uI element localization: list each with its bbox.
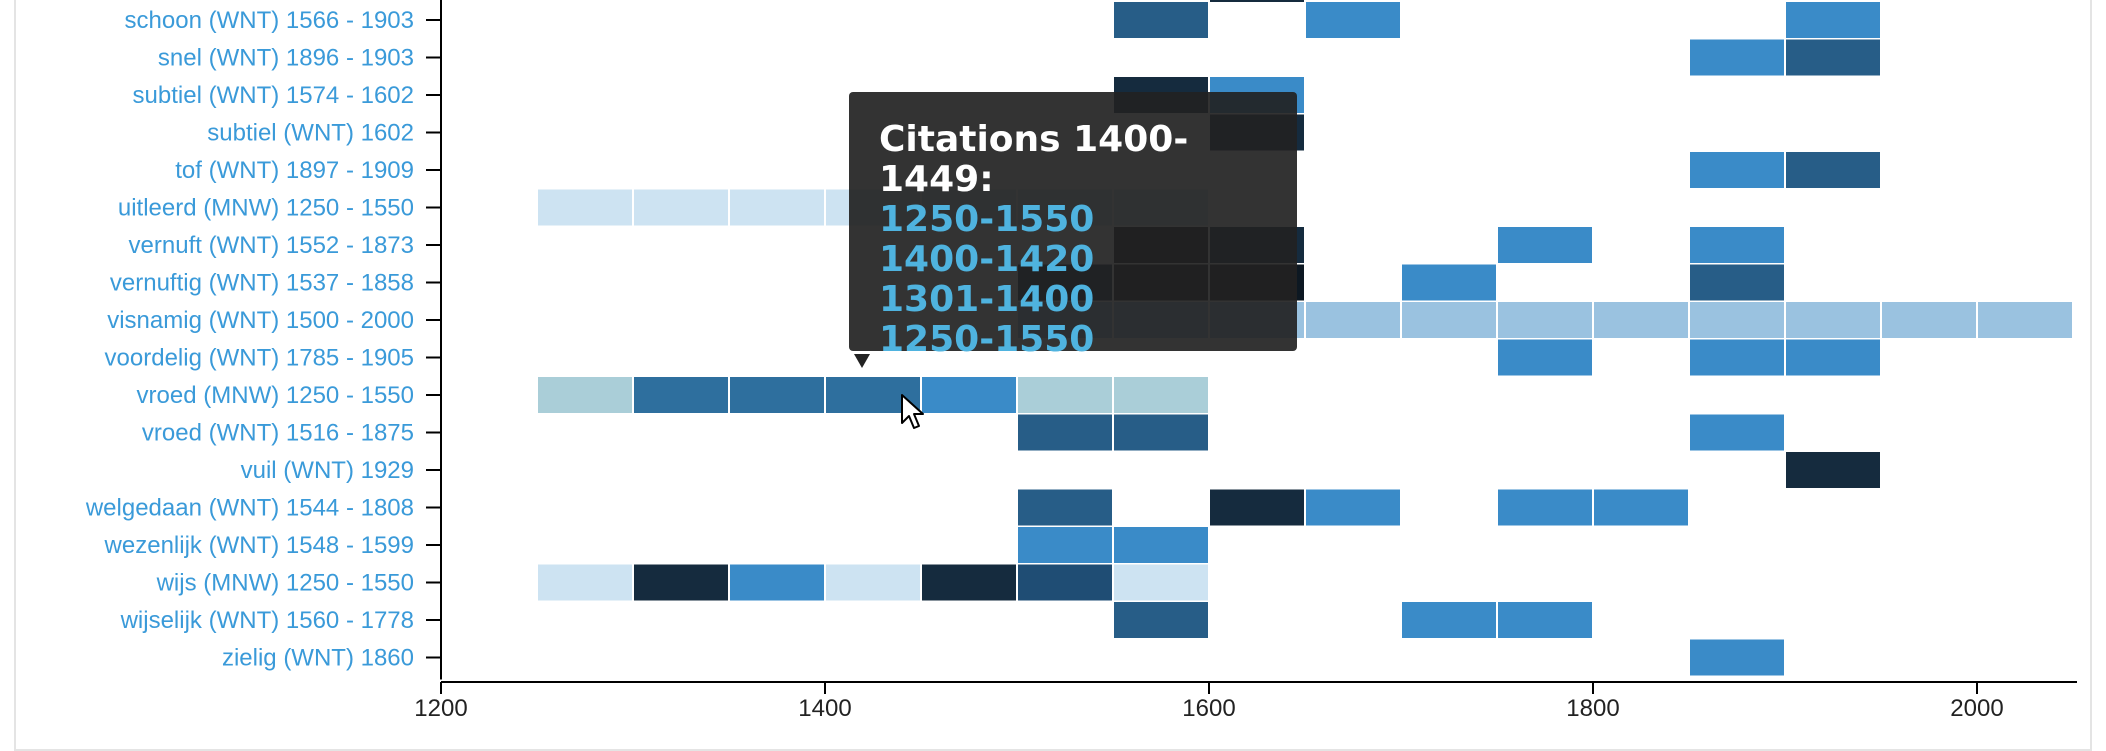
row-label[interactable]: visnamig (WNT) 1500 - 2000 — [107, 307, 414, 334]
heatmap-cell[interactable] — [1210, 227, 1304, 263]
heatmap-cell[interactable] — [1114, 264, 1208, 301]
heatmap-cell[interactable] — [1978, 302, 2072, 338]
row-label[interactable]: subtiel (WNT) 1574 - 1602 — [133, 82, 414, 109]
heatmap-cell[interactable] — [634, 564, 728, 601]
heatmap-cell[interactable] — [634, 189, 728, 226]
heatmap-cell[interactable] — [1402, 602, 1496, 638]
x-tick-label: 2000 — [1950, 695, 2003, 722]
heatmap-cell[interactable] — [1402, 302, 1496, 338]
row-labels: schoon (WNT) 1566 - 1903 snel (WNT) 1896 … — [85, 7, 414, 672]
heatmap-cell[interactable] — [826, 564, 920, 601]
row-label[interactable]: snel (WNT) 1896 - 1903 — [158, 45, 414, 72]
heatmap-cell[interactable] — [1690, 264, 1784, 301]
heatmap-cell[interactable] — [1114, 377, 1208, 413]
heatmap-cell[interactable] — [730, 189, 824, 226]
heatmap-cell[interactable] — [1018, 189, 1112, 226]
heatmap-cell[interactable] — [1882, 302, 1976, 338]
heatmap-cell[interactable] — [1210, 77, 1304, 113]
x-tick-label: 1200 — [414, 695, 467, 722]
heatmap-cell[interactable] — [1114, 602, 1208, 638]
heatmap-cell[interactable] — [1210, 114, 1304, 151]
heatmap-cell[interactable] — [1018, 564, 1112, 601]
heatmap-cell[interactable] — [1018, 264, 1112, 301]
heatmap-cell[interactable] — [1498, 602, 1592, 638]
tooltip-arrow-icon — [854, 354, 870, 368]
row-label[interactable]: zielig (WNT) 1860 — [222, 645, 414, 672]
heatmap-cell[interactable] — [1306, 302, 1400, 338]
row-label[interactable]: tof (WNT) 1897 - 1909 — [175, 157, 414, 184]
heatmap-cell[interactable] — [1018, 377, 1112, 413]
heatmap-cell[interactable] — [1786, 152, 1880, 188]
heatmap-cell[interactable] — [1018, 489, 1112, 526]
heatmap-cell[interactable] — [922, 564, 1016, 601]
heatmap-cell[interactable] — [922, 189, 1016, 226]
heatmap-cell[interactable] — [1690, 227, 1784, 263]
heatmap-cell[interactable] — [1690, 152, 1784, 188]
heatmap-cell[interactable] — [1498, 227, 1592, 263]
heatmap-cell[interactable] — [730, 377, 824, 413]
heatmap-cell[interactable] — [1690, 639, 1784, 676]
heatmap-cell[interactable] — [1690, 414, 1784, 451]
axes: 1200 1400 1600 1800 2000 — [414, 0, 2077, 722]
heatmap-cell[interactable] — [1114, 2, 1208, 38]
heatmap-cell[interactable] — [1786, 339, 1880, 376]
heatmap-cell[interactable] — [1594, 302, 1688, 338]
heatmap-cell[interactable] — [1210, 489, 1304, 526]
heatmap-cell[interactable] — [1210, 264, 1304, 301]
row-label[interactable]: vroed (WNT) 1516 - 1875 — [142, 420, 414, 447]
heatmap-cell[interactable] — [1786, 2, 1880, 38]
row-label[interactable]: uitleerd (MNW) 1250 - 1550 — [118, 195, 414, 222]
x-tick-label: 1600 — [1182, 695, 1235, 722]
heatmap-cell[interactable] — [1210, 0, 1304, 2]
heatmap-cell[interactable] — [922, 377, 1016, 413]
heatmap-cell[interactable] — [1114, 302, 1208, 338]
heatmap-cell[interactable] — [1690, 339, 1784, 376]
heatmap-cell[interactable] — [1018, 302, 1112, 338]
heatmap-cell[interactable] — [1498, 339, 1592, 376]
heatmap-cell[interactable] — [634, 377, 728, 413]
heatmap-cell[interactable] — [1786, 39, 1880, 76]
row-label[interactable]: vuil (WNT) 1929 — [241, 457, 414, 484]
heatmap-cell[interactable] — [538, 564, 632, 601]
heatmap-cell[interactable] — [1114, 227, 1208, 263]
row-label[interactable]: subtiel (WNT) 1602 — [207, 120, 414, 147]
heatmap-cell[interactable] — [1498, 302, 1592, 338]
heatmap-cell[interactable] — [730, 564, 824, 601]
heatmap-cell[interactable] — [1786, 452, 1880, 488]
heatmap-cell[interactable] — [1210, 302, 1304, 338]
heatmap-cell[interactable] — [1306, 489, 1400, 526]
heatmap-cell[interactable] — [1594, 489, 1688, 526]
x-tick-label: 1400 — [798, 695, 851, 722]
row-label[interactable]: vernuftig (WNT) 1537 - 1858 — [110, 270, 414, 297]
row-label[interactable]: vroed (MNW) 1250 - 1550 — [137, 382, 414, 409]
heatmap-cell[interactable] — [1690, 302, 1784, 338]
heatmap-cell[interactable] — [1114, 564, 1208, 601]
heatmap-cell[interactable] — [1498, 489, 1592, 526]
heatmap-cell[interactable] — [1114, 527, 1208, 563]
row-label[interactable]: wijselijk (WNT) 1560 - 1778 — [120, 607, 414, 634]
x-tick-label: 1800 — [1566, 695, 1619, 722]
heatmap-cell[interactable] — [826, 189, 920, 226]
heatmap-cell[interactable] — [1018, 414, 1112, 451]
row-label[interactable]: schoon (WNT) 1566 - 1903 — [125, 7, 414, 34]
heatmap-cell[interactable] — [1306, 2, 1400, 38]
row-label[interactable]: vernuft (WNT) 1552 - 1873 — [129, 232, 414, 259]
heatmap-cell[interactable] — [538, 189, 632, 226]
row-label[interactable]: welgedaan (WNT) 1544 - 1808 — [85, 495, 414, 522]
heatmap-cell[interactable] — [1114, 414, 1208, 451]
row-label[interactable]: wezenlijk (WNT) 1548 - 1599 — [104, 532, 414, 559]
row-label[interactable]: voordelig (WNT) 1785 - 1905 — [105, 345, 414, 372]
heatmap-cell[interactable] — [1786, 302, 1880, 338]
heatmap-cell[interactable] — [1114, 77, 1208, 113]
cells-layer — [538, 0, 2072, 676]
heatmap-cell[interactable] — [1402, 264, 1496, 301]
mouse-pointer-icon — [901, 394, 924, 429]
heatmap-cell[interactable] — [1690, 39, 1784, 76]
heatmap-cell[interactable] — [1018, 527, 1112, 563]
row-label[interactable]: wijs (MNW) 1250 - 1550 — [156, 570, 414, 597]
heatmap-cell[interactable] — [1114, 189, 1208, 226]
heatmap-cell[interactable] — [538, 377, 632, 413]
chart-frame — [14, 0, 2092, 751]
